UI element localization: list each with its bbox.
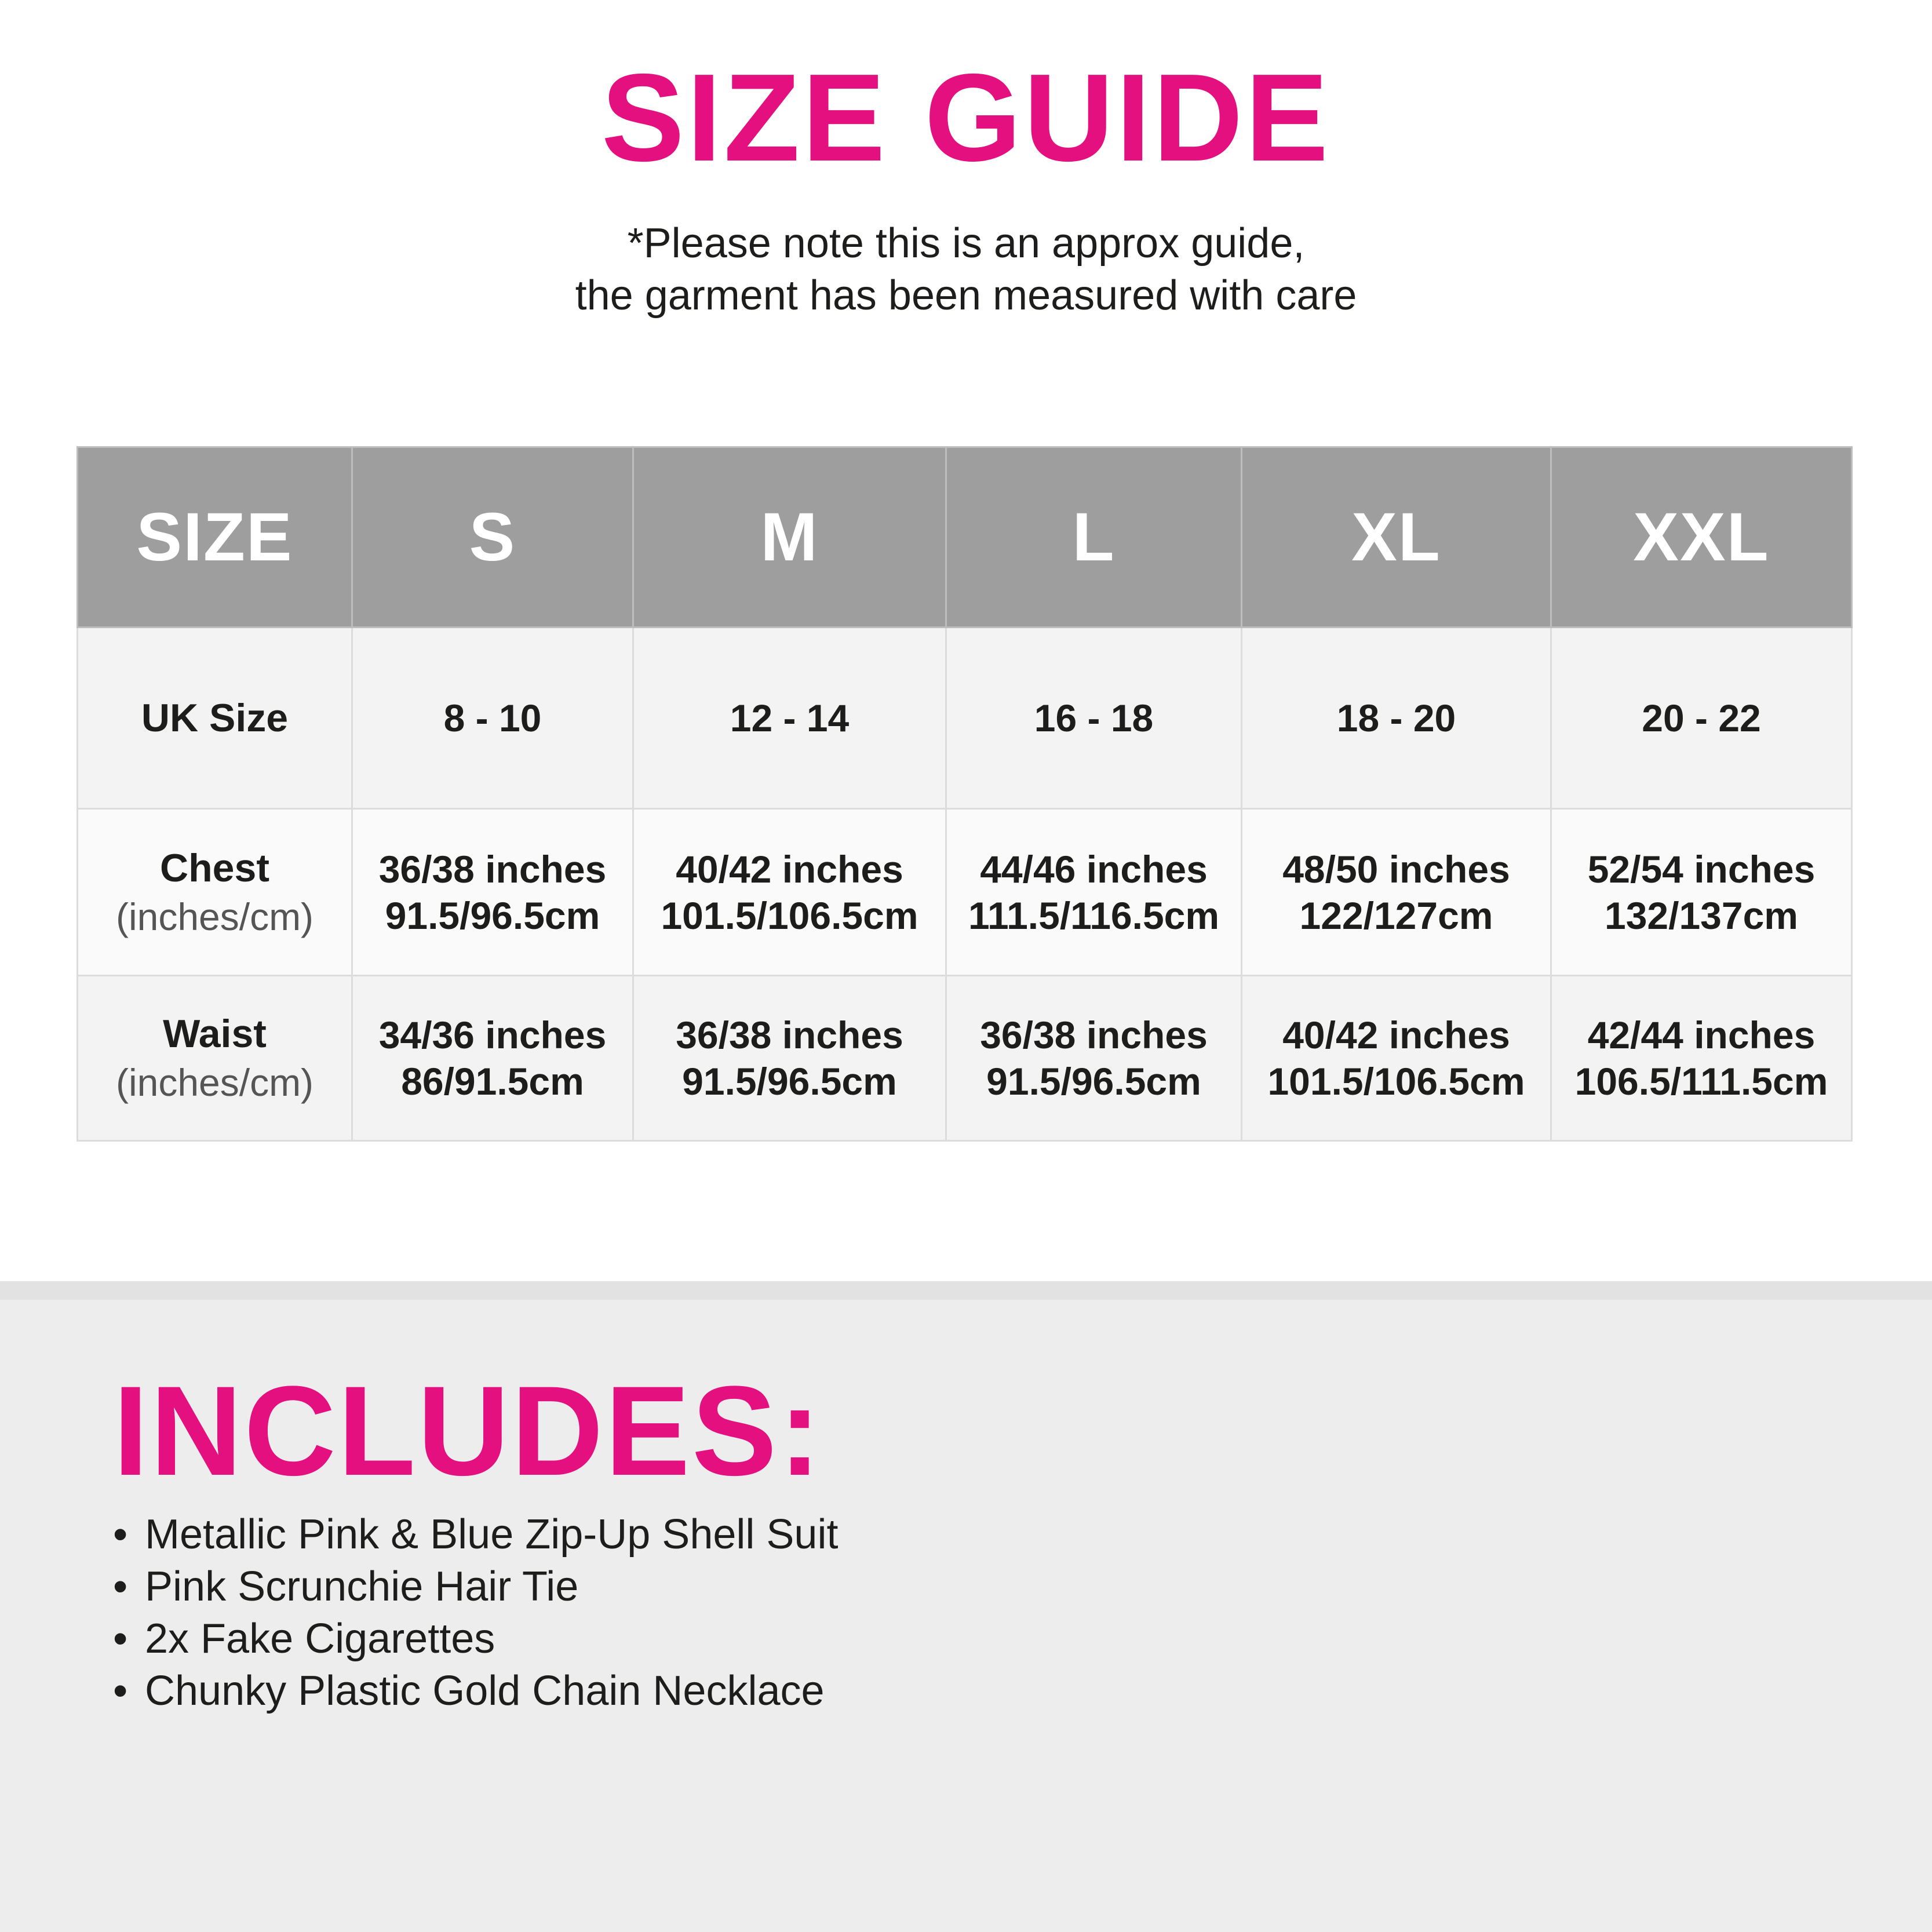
size-note-line-1: *Please note this is an approx guide, bbox=[627, 220, 1305, 267]
row-sublabel: (inches/cm) bbox=[115, 1061, 314, 1104]
table-cell: 34/36 inches 86/91.5cm bbox=[351, 975, 634, 1142]
includes-section: INCLUDES: • Metallic Pink & Blue Zip-Up S… bbox=[0, 1281, 1932, 1932]
list-item: • Chunky Plastic Gold Chain Necklace bbox=[113, 1665, 838, 1717]
cell-value: 44/46 inches bbox=[980, 847, 1208, 891]
table-row: Waist (inches/cm) 34/36 inches 86/91.5cm 36/… bbox=[76, 975, 1853, 1142]
cell-value: 16 - 18 bbox=[1034, 697, 1154, 739]
includes-title: INCLUDES: bbox=[113, 1359, 823, 1502]
cell-value: 12 - 14 bbox=[730, 697, 850, 739]
row-label-cell: Chest (inches/cm) bbox=[76, 808, 353, 976]
list-item-text: Pink Scrunchie Hair Tie bbox=[145, 1563, 579, 1610]
list-item-text: 2x Fake Cigarettes bbox=[145, 1616, 495, 1662]
cell-value: 40/42 inches bbox=[1282, 1014, 1510, 1056]
cell-value: 36/38 inches bbox=[676, 1014, 903, 1056]
table-row: Chest (inches/cm) 36/38 inches 91.5/96.5cm 4… bbox=[76, 808, 1853, 976]
table-cell: 16 - 18 bbox=[945, 626, 1242, 810]
cell-value: 18 - 20 bbox=[1336, 697, 1456, 739]
header-xxl: XXL bbox=[1550, 446, 1853, 628]
section-divider bbox=[0, 1281, 1932, 1300]
cell-value: 91.5/96.5cm bbox=[682, 1060, 897, 1103]
list-item: • Metallic Pink & Blue Zip-Up Shell Suit bbox=[113, 1508, 838, 1561]
cell-value: 36/38 inches bbox=[378, 847, 607, 891]
table-header-row: SIZE S M L XL XXL bbox=[76, 446, 1853, 628]
cell-value: 42/44 inches bbox=[1587, 1014, 1816, 1056]
size-note-line-2: the garment has been measured with care bbox=[575, 272, 1357, 319]
row-label: Waist bbox=[163, 1012, 267, 1056]
table-cell: 48/50 inches 122/127cm bbox=[1241, 808, 1552, 976]
list-item-text: Metallic Pink & Blue Zip-Up Shell Suit bbox=[145, 1511, 839, 1558]
table-cell: 40/42 inches 101.5/106.5cm bbox=[632, 808, 947, 976]
table-cell: 44/46 inches 111.5/116.5cm bbox=[945, 808, 1242, 976]
cell-value: 91.5/96.5cm bbox=[986, 1060, 1201, 1103]
cell-value: 48/50 inches bbox=[1282, 847, 1510, 891]
list-item-text: Chunky Plastic Gold Chain Necklace bbox=[145, 1668, 825, 1714]
cell-value: 86/91.5cm bbox=[401, 1060, 584, 1103]
size-note: *Please note this is an approx guide, th… bbox=[0, 217, 1932, 322]
size-table: SIZE S M L XL XXL UK Size 8 - 10 12 - 14 16… bbox=[76, 446, 1853, 1142]
header-m: M bbox=[632, 446, 947, 628]
cell-value: 101.5/106.5cm bbox=[661, 894, 918, 937]
header-s: S bbox=[351, 446, 634, 628]
row-label: Chest bbox=[160, 845, 269, 890]
header-l: L bbox=[945, 446, 1242, 628]
row-label-cell: UK Size bbox=[76, 626, 353, 810]
cell-value: 20 - 22 bbox=[1642, 697, 1761, 739]
table-cell: 36/38 inches 91.5/96.5cm bbox=[351, 808, 634, 976]
header-xl: XL bbox=[1241, 446, 1552, 628]
includes-list: • Metallic Pink & Blue Zip-Up Shell Suit •… bbox=[113, 1508, 838, 1717]
list-item: • Pink Scrunchie Hair Tie bbox=[113, 1561, 838, 1613]
table-cell: 52/54 inches 132/137cm bbox=[1550, 808, 1853, 976]
cell-value: 34/36 inches bbox=[378, 1014, 607, 1056]
table-row: UK Size 8 - 10 12 - 14 16 - 18 18 - 20 20 - 2… bbox=[76, 626, 1853, 810]
cell-value: 122/127cm bbox=[1299, 894, 1493, 937]
cell-value: 101.5/106.5cm bbox=[1267, 1060, 1525, 1103]
table-cell: 36/38 inches 91.5/96.5cm bbox=[632, 975, 947, 1142]
table-cell: 42/44 inches 106.5/111.5cm bbox=[1550, 975, 1853, 1142]
cell-value: 111.5/116.5cm bbox=[968, 894, 1220, 937]
cell-value: 91.5/96.5cm bbox=[385, 894, 600, 937]
cell-value: 36/38 inches bbox=[980, 1014, 1208, 1056]
table-cell: 8 - 10 bbox=[351, 626, 634, 810]
page-title: SIZE GUIDE bbox=[601, 48, 1331, 187]
table-cell: 40/42 inches 101.5/106.5cm bbox=[1241, 975, 1552, 1142]
bullet-icon: • bbox=[113, 1511, 128, 1558]
bullet-icon: • bbox=[113, 1616, 128, 1662]
cell-value: 106.5/111.5cm bbox=[1574, 1060, 1828, 1103]
row-sublabel: (inches/cm) bbox=[115, 895, 314, 938]
header-size: SIZE bbox=[76, 446, 353, 628]
cell-value: 132/137cm bbox=[1605, 894, 1798, 937]
table-cell: 18 - 20 bbox=[1241, 626, 1552, 810]
table-cell: 20 - 22 bbox=[1550, 626, 1853, 810]
cell-value: 52/54 inches bbox=[1587, 847, 1816, 891]
list-item: • 2x Fake Cigarettes bbox=[113, 1613, 838, 1665]
bullet-icon: • bbox=[113, 1563, 128, 1610]
row-label-cell: Waist (inches/cm) bbox=[76, 975, 353, 1142]
table-cell: 12 - 14 bbox=[632, 626, 947, 810]
row-label: UK Size bbox=[141, 696, 289, 740]
table-cell: 36/38 inches 91.5/96.5cm bbox=[945, 975, 1242, 1142]
cell-value: 40/42 inches bbox=[676, 847, 903, 891]
cell-value: 8 - 10 bbox=[443, 697, 542, 739]
bullet-icon: • bbox=[113, 1668, 128, 1714]
